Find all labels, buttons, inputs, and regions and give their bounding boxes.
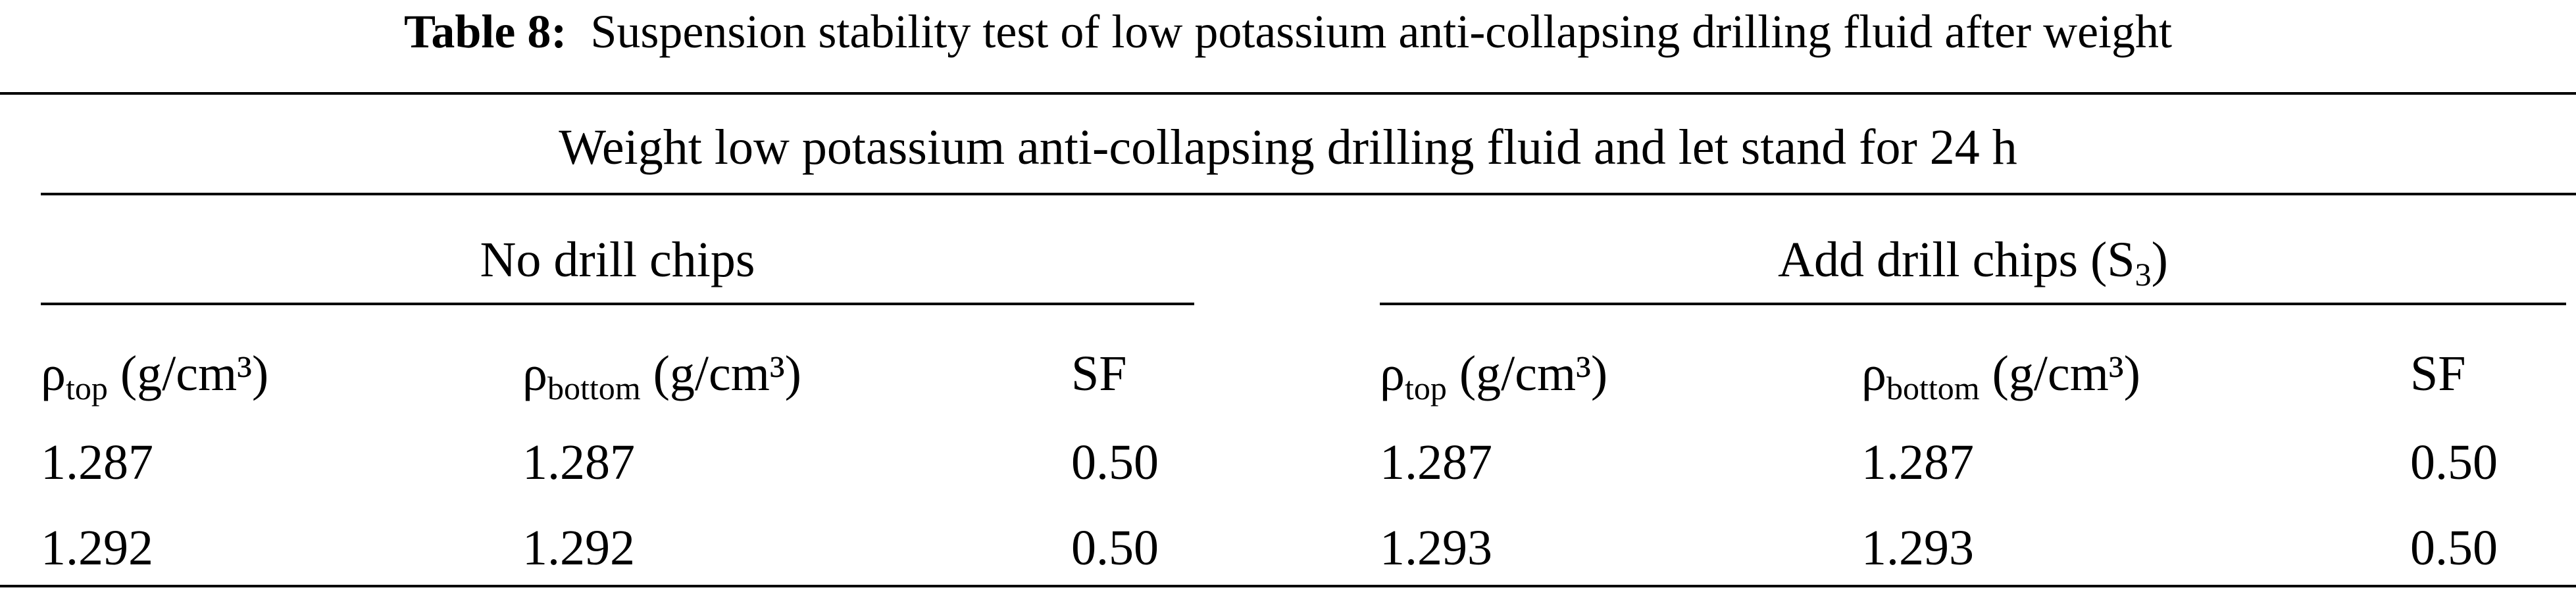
cell: 1.292 [522, 520, 635, 576]
group-header: No drill chips [41, 235, 1194, 285]
column-symbol: ρ [522, 346, 547, 401]
caption-label: Table 8: [403, 5, 567, 58]
column-header: SF [2410, 349, 2466, 399]
cell: 1.287 [1380, 435, 1492, 490]
column-symbol: ρ [1380, 346, 1405, 401]
group-header: Add drill chips (S3) [1380, 232, 2566, 291]
group-text: No drill chips [480, 232, 755, 287]
column-subscript: bottom [547, 370, 641, 407]
caption-text: Suspension stability test of low potassi… [590, 5, 2173, 58]
column-symbol: SF [1071, 346, 1127, 401]
column-subscript: top [1404, 370, 1447, 407]
bottom-rule [0, 585, 2576, 587]
top-rule [0, 92, 2576, 95]
column-unit: (g/cm³) [1992, 346, 2140, 401]
cell: 1.287 [1861, 435, 1974, 490]
cell: 0.50 [2410, 435, 2498, 490]
cell: 0.50 [1071, 435, 1159, 490]
column-symbol: ρ [1861, 346, 1886, 401]
column-subscript: top [65, 370, 108, 407]
group-rule [1380, 303, 2566, 305]
cell: 1.287 [41, 435, 153, 490]
rule [41, 193, 2576, 195]
group-rule [41, 303, 1194, 305]
column-unit: (g/cm³) [1459, 346, 1608, 401]
cell: 1.292 [41, 520, 153, 576]
cell: 1.287 [522, 435, 635, 490]
group-text: Add drill chips (S [1778, 232, 2135, 287]
caption: Table 8: Suspension stability test of lo… [0, 8, 2576, 55]
column-symbol: SF [2410, 346, 2466, 401]
span-header: Weight low potassium anti-collapsing dri… [559, 120, 2017, 175]
column-header: ρbottom (g/cm³) [1861, 346, 2140, 405]
group-subscript: 3 [2134, 256, 2152, 293]
column-header: SF [1071, 349, 1127, 399]
column-unit: (g/cm³) [120, 346, 269, 401]
cell: 0.50 [2410, 520, 2498, 576]
column-header: ρbottom (g/cm³) [522, 346, 801, 405]
cell: 1.293 [1861, 520, 1974, 576]
group-text-after: ) [2151, 232, 2168, 287]
column-header: ρtop (g/cm³) [41, 346, 269, 405]
column-symbol: ρ [41, 346, 66, 401]
column-unit: (g/cm³) [653, 346, 801, 401]
column-header: ρtop (g/cm³) [1380, 346, 1608, 405]
cell: 1.293 [1380, 520, 1492, 576]
cell: 0.50 [1071, 520, 1159, 576]
column-subscript: bottom [1886, 370, 1980, 407]
